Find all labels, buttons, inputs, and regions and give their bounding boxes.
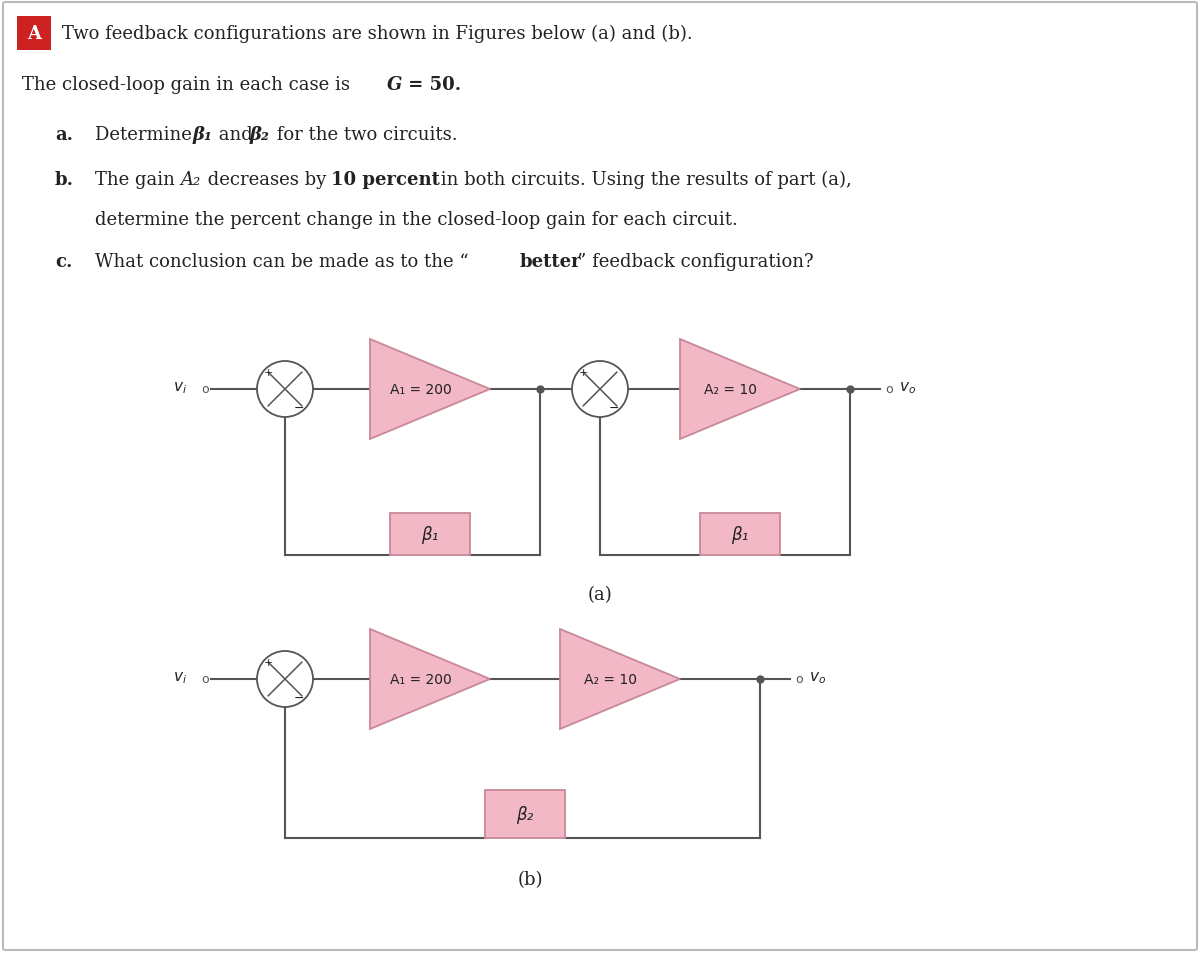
Text: β₁: β₁: [193, 126, 212, 144]
Text: $v_o$: $v_o$: [899, 379, 916, 395]
Text: = 50.: = 50.: [402, 76, 461, 94]
Text: o: o: [796, 673, 803, 686]
Text: ” feedback configuration?: ” feedback configuration?: [577, 253, 814, 271]
Polygon shape: [560, 629, 680, 729]
Ellipse shape: [572, 361, 628, 417]
Polygon shape: [370, 339, 490, 439]
Text: The closed-loop gain in each case is: The closed-loop gain in each case is: [22, 76, 355, 94]
FancyBboxPatch shape: [17, 17, 50, 51]
Text: A₁ = 200: A₁ = 200: [390, 382, 451, 396]
Text: $v_o$: $v_o$: [809, 669, 826, 685]
Text: Two feedback configurations are shown in Figures below (a) and (b).: Two feedback configurations are shown in…: [62, 25, 692, 43]
Text: 10 percent: 10 percent: [331, 171, 440, 189]
Text: $v_i$: $v_i$: [173, 669, 187, 685]
Text: A₂ = 10: A₂ = 10: [704, 382, 757, 396]
Text: b.: b.: [55, 171, 74, 189]
FancyBboxPatch shape: [390, 514, 470, 556]
Text: +: +: [264, 658, 272, 667]
FancyBboxPatch shape: [2, 3, 1198, 950]
Text: The gain: The gain: [95, 171, 181, 189]
Ellipse shape: [257, 651, 313, 707]
Text: −: −: [294, 401, 305, 415]
Text: c.: c.: [55, 253, 72, 271]
Text: A: A: [28, 25, 41, 43]
Text: β₂: β₂: [516, 805, 534, 823]
Text: What conclusion can be made as to the “: What conclusion can be made as to the “: [95, 253, 469, 271]
Text: β₁: β₁: [421, 525, 439, 543]
Polygon shape: [370, 629, 490, 729]
Text: for the two circuits.: for the two circuits.: [271, 126, 457, 144]
Text: a.: a.: [55, 126, 73, 144]
Text: better: better: [520, 253, 582, 271]
Text: in both circuits. Using the results of part (a),: in both circuits. Using the results of p…: [436, 171, 852, 189]
Text: β₂: β₂: [250, 126, 270, 144]
Text: β₁: β₁: [731, 525, 749, 543]
Text: decreases by: decreases by: [202, 171, 332, 189]
Polygon shape: [680, 339, 800, 439]
Text: −: −: [294, 691, 305, 704]
Text: −: −: [608, 401, 619, 415]
Text: o: o: [886, 383, 893, 396]
FancyBboxPatch shape: [700, 514, 780, 556]
Text: o: o: [202, 383, 209, 396]
Text: (a): (a): [588, 585, 612, 603]
Text: A₂: A₂: [180, 171, 200, 189]
Text: $v_i$: $v_i$: [173, 379, 187, 395]
Text: +: +: [264, 368, 272, 377]
Text: +: +: [578, 368, 588, 377]
Text: Determine: Determine: [95, 126, 198, 144]
Text: A₁ = 200: A₁ = 200: [390, 672, 451, 686]
Text: and: and: [214, 126, 258, 144]
Text: (b): (b): [517, 870, 542, 888]
Text: G: G: [386, 76, 402, 94]
Text: A₂ = 10: A₂ = 10: [584, 672, 637, 686]
FancyBboxPatch shape: [485, 790, 565, 838]
Text: determine the percent change in the closed-loop gain for each circuit.: determine the percent change in the clos…: [95, 211, 738, 229]
Ellipse shape: [257, 361, 313, 417]
Text: o: o: [202, 673, 209, 686]
